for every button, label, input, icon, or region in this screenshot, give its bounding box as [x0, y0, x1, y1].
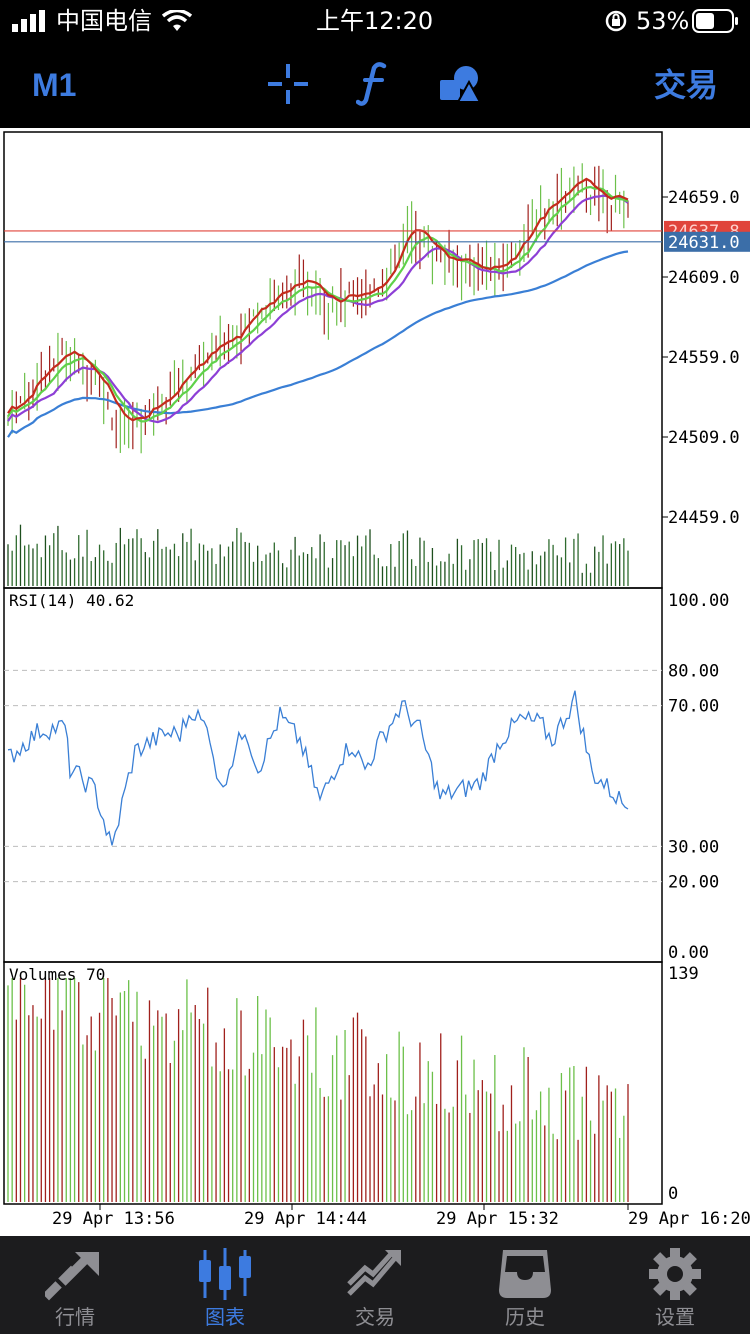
status-bar: 中国电信 上午12:20 53% [0, 0, 750, 42]
volume-panel: Volumes 70 139 0 [3, 961, 699, 1205]
chart-canvas[interactable]: 24659.0 24609.0 24559.0 24509.0 24459.0 [0, 128, 750, 1236]
time-axis: 29 Apr 13:56 29 Apr 14:44 29 Apr 15:32 2… [52, 1204, 750, 1229]
rsi-level-label: 100.00 [668, 591, 729, 611]
price-tick: 24659.0 [662, 188, 740, 208]
rsi-panel: RSI(14) 40.62 100.00 80.00 70.00 30.00 2… [3, 587, 729, 963]
main-panel-frame [3, 131, 663, 589]
status-time: 上午12:20 [316, 7, 434, 35]
bid-price-box [664, 231, 750, 252]
tab-label: 设置 [655, 1305, 695, 1329]
price-tick-label: 24659.0 [668, 188, 740, 208]
bid-price-tag: 24631.0 [664, 231, 750, 253]
rsi-level-label: 0.00 [668, 943, 709, 963]
tab-label: 交易 [355, 1305, 395, 1329]
quotes-icon [45, 1252, 99, 1301]
volume-panel-frame [3, 961, 663, 1205]
price-tick: 24459.0 [662, 508, 740, 528]
rsi-panel-frame [3, 587, 663, 963]
rsi-level-label: 70.00 [668, 697, 719, 717]
ma-mid-line [7, 185, 629, 423]
price-tick: 24609.0 [662, 268, 740, 288]
trade-button[interactable]: 交易 [654, 66, 719, 104]
rsi-level-label: 20.00 [668, 873, 719, 893]
price-tick-label: 24609.0 [668, 268, 740, 288]
price-tick: 24509.0 [662, 428, 740, 448]
tab-label: 图表 [205, 1305, 245, 1329]
indicators-icon[interactable] [356, 60, 390, 108]
price-tick-label: 24459.0 [668, 508, 740, 528]
rsi-line [7, 690, 629, 846]
carrier-name: 中国电信 [56, 7, 152, 35]
ma-fast-line [7, 177, 629, 422]
history-icon [499, 1250, 551, 1298]
timeframe-button[interactable]: M1 [32, 67, 77, 103]
time-tick-label: 29 Apr 16:20 [628, 1209, 750, 1229]
volume-title: Volumes 70 [9, 965, 105, 984]
chart-area[interactable]: 24659.0 24609.0 24559.0 24509.0 24459.0 [0, 128, 750, 1236]
volume-max-label: 139 [668, 964, 699, 984]
time-tick-label: 29 Apr 13:56 [52, 1209, 175, 1229]
price-tick-label: 24509.0 [668, 428, 740, 448]
battery-icon [692, 9, 738, 33]
volume-min-label: 0 [668, 1184, 678, 1204]
bid-price-label: 24631.0 [668, 233, 740, 253]
ma-long-line [7, 250, 629, 438]
rsi-level-label: 80.00 [668, 661, 719, 681]
main-price-panel: 24659.0 24609.0 24559.0 24509.0 24459.0 [3, 131, 750, 589]
battery-percent: 53% [636, 7, 690, 35]
objects-icon[interactable] [438, 64, 482, 104]
settings-icon [649, 1248, 701, 1300]
rsi-title: RSI(14) 40.62 [9, 591, 134, 610]
rsi-level-label: 30.00 [668, 837, 719, 857]
wifi-icon [162, 10, 192, 31]
tab-quotes[interactable]: 行情 [0, 1236, 150, 1334]
ma-slow-line [7, 194, 629, 424]
tab-label: 历史 [505, 1305, 545, 1329]
time-tick-label: 29 Apr 14:44 [244, 1209, 367, 1229]
price-tick-label: 24559.0 [668, 348, 740, 368]
tab-chart[interactable]: 图表 [150, 1236, 300, 1334]
time-tick-label: 29 Apr 15:32 [436, 1209, 559, 1229]
tab-label: 行情 [55, 1305, 95, 1329]
bottom-tab-bar: 行情 图表 交易 历史 [0, 1236, 750, 1334]
chart-toolbar: M1 交易 [0, 42, 750, 128]
orientation-lock-icon [605, 10, 627, 32]
crosshair-icon[interactable] [266, 62, 310, 106]
signal-icon [12, 10, 45, 32]
trade-icon [347, 1250, 401, 1296]
tab-settings[interactable]: 设置 [600, 1236, 750, 1334]
price-tick: 24559.0 [662, 348, 740, 368]
chart-icon [199, 1248, 251, 1300]
tab-history[interactable]: 历史 [450, 1236, 600, 1334]
tab-trade[interactable]: 交易 [300, 1236, 450, 1334]
